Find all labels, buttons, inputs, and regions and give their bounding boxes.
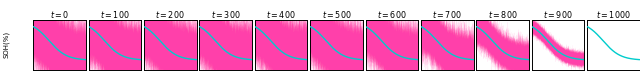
Title: $t = 200$: $t = 200$ [156, 9, 185, 20]
Title: $t = 600$: $t = 600$ [377, 9, 406, 20]
Title: $t = 1000$: $t = 1000$ [596, 9, 631, 20]
Title: $t = 300$: $t = 300$ [211, 9, 241, 20]
Title: $t = 100$: $t = 100$ [100, 9, 130, 20]
Title: $t = 900$: $t = 900$ [543, 9, 573, 20]
Title: $t = 500$: $t = 500$ [322, 9, 351, 20]
Title: $t = 800$: $t = 800$ [488, 9, 518, 20]
Title: $t = 700$: $t = 700$ [433, 9, 462, 20]
Title: $t = 400$: $t = 400$ [266, 9, 296, 20]
Y-axis label: SOH(%): SOH(%) [3, 31, 10, 58]
Title: $t = 0$: $t = 0$ [50, 9, 69, 20]
